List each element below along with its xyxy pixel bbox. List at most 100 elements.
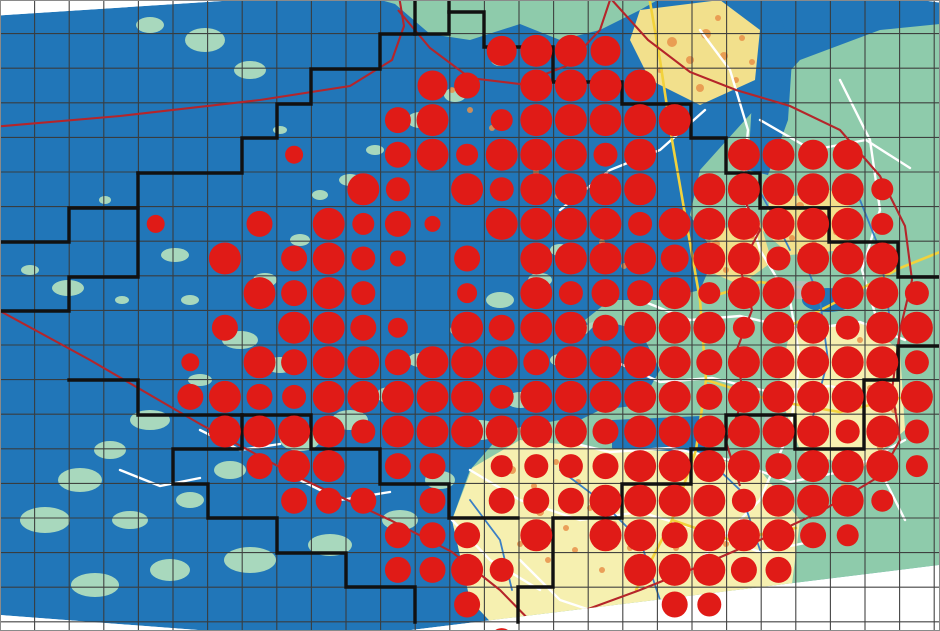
observation-dot[interactable] (520, 519, 553, 552)
observation-dot[interactable] (697, 592, 722, 617)
observation-dot[interactable] (554, 242, 587, 275)
observation-dot[interactable] (624, 138, 657, 171)
observation-dot[interactable] (658, 104, 691, 137)
observation-dot[interactable] (693, 450, 726, 483)
observation-dots-layer[interactable] (146, 34, 933, 631)
observation-dot[interactable] (520, 242, 553, 275)
observation-dot[interactable] (831, 207, 864, 240)
observation-dot[interactable] (762, 415, 795, 448)
observation-dot[interactable] (520, 277, 553, 310)
observation-dot[interactable] (281, 245, 308, 272)
observation-dot[interactable] (419, 453, 446, 480)
observation-dot[interactable] (592, 453, 619, 480)
observation-dot[interactable] (281, 280, 308, 307)
observation-dot[interactable] (243, 346, 276, 379)
observation-dot[interactable] (312, 311, 345, 344)
observation-dot[interactable] (624, 380, 657, 413)
observation-dot[interactable] (589, 173, 622, 206)
observation-dot[interactable] (489, 177, 514, 202)
observation-dot[interactable] (146, 214, 165, 233)
observation-dot[interactable] (800, 522, 827, 549)
observation-dot[interactable] (831, 242, 864, 275)
observation-dot[interactable] (208, 415, 241, 448)
observation-dot[interactable] (312, 277, 345, 310)
observation-dot[interactable] (385, 177, 410, 202)
observation-dot[interactable] (451, 553, 484, 586)
observation-dot[interactable] (904, 350, 929, 375)
observation-dot[interactable] (554, 104, 587, 137)
observation-dot[interactable] (661, 591, 688, 618)
observation-dot[interactable] (246, 453, 273, 480)
observation-dot[interactable] (451, 380, 484, 413)
observation-dot[interactable] (658, 553, 691, 586)
observation-dot[interactable] (384, 556, 411, 583)
observation-dot[interactable] (762, 519, 795, 552)
observation-dot[interactable] (416, 104, 449, 137)
observation-dot[interactable] (557, 487, 584, 514)
observation-dot[interactable] (485, 138, 518, 171)
observation-dot[interactable] (419, 487, 446, 514)
observation-dot[interactable] (831, 380, 864, 413)
observation-dot[interactable] (831, 277, 864, 310)
observation-dot[interactable] (457, 283, 478, 304)
observation-dot[interactable] (243, 277, 276, 310)
observation-dot[interactable] (208, 242, 241, 275)
observation-dot[interactable] (693, 553, 726, 586)
observation-dot[interactable] (520, 311, 553, 344)
observation-dot[interactable] (312, 242, 345, 275)
observation-dot[interactable] (520, 104, 553, 137)
observation-dot[interactable] (589, 484, 622, 517)
observation-dot[interactable] (523, 487, 550, 514)
observation-dot[interactable] (554, 138, 587, 171)
observation-dot[interactable] (454, 245, 481, 272)
observation-dot[interactable] (762, 277, 795, 310)
observation-dot[interactable] (624, 173, 657, 206)
observation-dot[interactable] (871, 178, 894, 201)
observation-dot[interactable] (624, 415, 657, 448)
observation-dot[interactable] (835, 419, 860, 444)
observation-dot[interactable] (866, 346, 899, 379)
observation-dot[interactable] (384, 522, 411, 549)
observation-dot[interactable] (312, 346, 345, 379)
observation-dot[interactable] (731, 488, 756, 513)
observation-dot[interactable] (278, 415, 311, 448)
observation-dot[interactable] (554, 173, 587, 206)
observation-dot[interactable] (451, 415, 484, 448)
observation-dot[interactable] (866, 277, 899, 310)
observation-dot[interactable] (554, 346, 587, 379)
observation-dot[interactable] (797, 415, 830, 448)
observation-dot[interactable] (727, 277, 760, 310)
observation-dot[interactable] (624, 519, 657, 552)
observation-dot[interactable] (485, 346, 518, 379)
observation-dot[interactable] (727, 346, 760, 379)
observation-dot[interactable] (454, 72, 481, 99)
observation-dot[interactable] (900, 380, 933, 413)
observation-dot[interactable] (658, 450, 691, 483)
observation-dot[interactable] (693, 311, 726, 344)
observation-dot[interactable] (624, 484, 657, 517)
observation-dot[interactable] (208, 380, 241, 413)
observation-dot[interactable] (698, 282, 721, 305)
observation-dot[interactable] (558, 454, 583, 479)
observation-dot[interactable] (554, 380, 587, 413)
observation-dot[interactable] (352, 212, 375, 235)
observation-dot[interactable] (624, 104, 657, 137)
observation-dot[interactable] (489, 557, 514, 582)
observation-dot[interactable] (181, 353, 200, 372)
observation-dot[interactable] (315, 487, 342, 514)
observation-dot[interactable] (832, 139, 863, 170)
observation-dot[interactable] (762, 138, 795, 171)
observation-dot[interactable] (489, 384, 514, 409)
observation-dot[interactable] (730, 556, 757, 583)
observation-dot[interactable] (871, 212, 894, 235)
observation-dot[interactable] (797, 311, 830, 344)
observation-dot[interactable] (904, 281, 929, 306)
observation-dot[interactable] (797, 484, 830, 517)
observation-dot[interactable] (350, 314, 377, 341)
observation-dot[interactable] (485, 415, 518, 448)
observation-dot[interactable] (312, 380, 345, 413)
observation-dot[interactable] (628, 211, 653, 236)
observation-dot[interactable] (693, 415, 726, 448)
observation-dot[interactable] (488, 487, 515, 514)
